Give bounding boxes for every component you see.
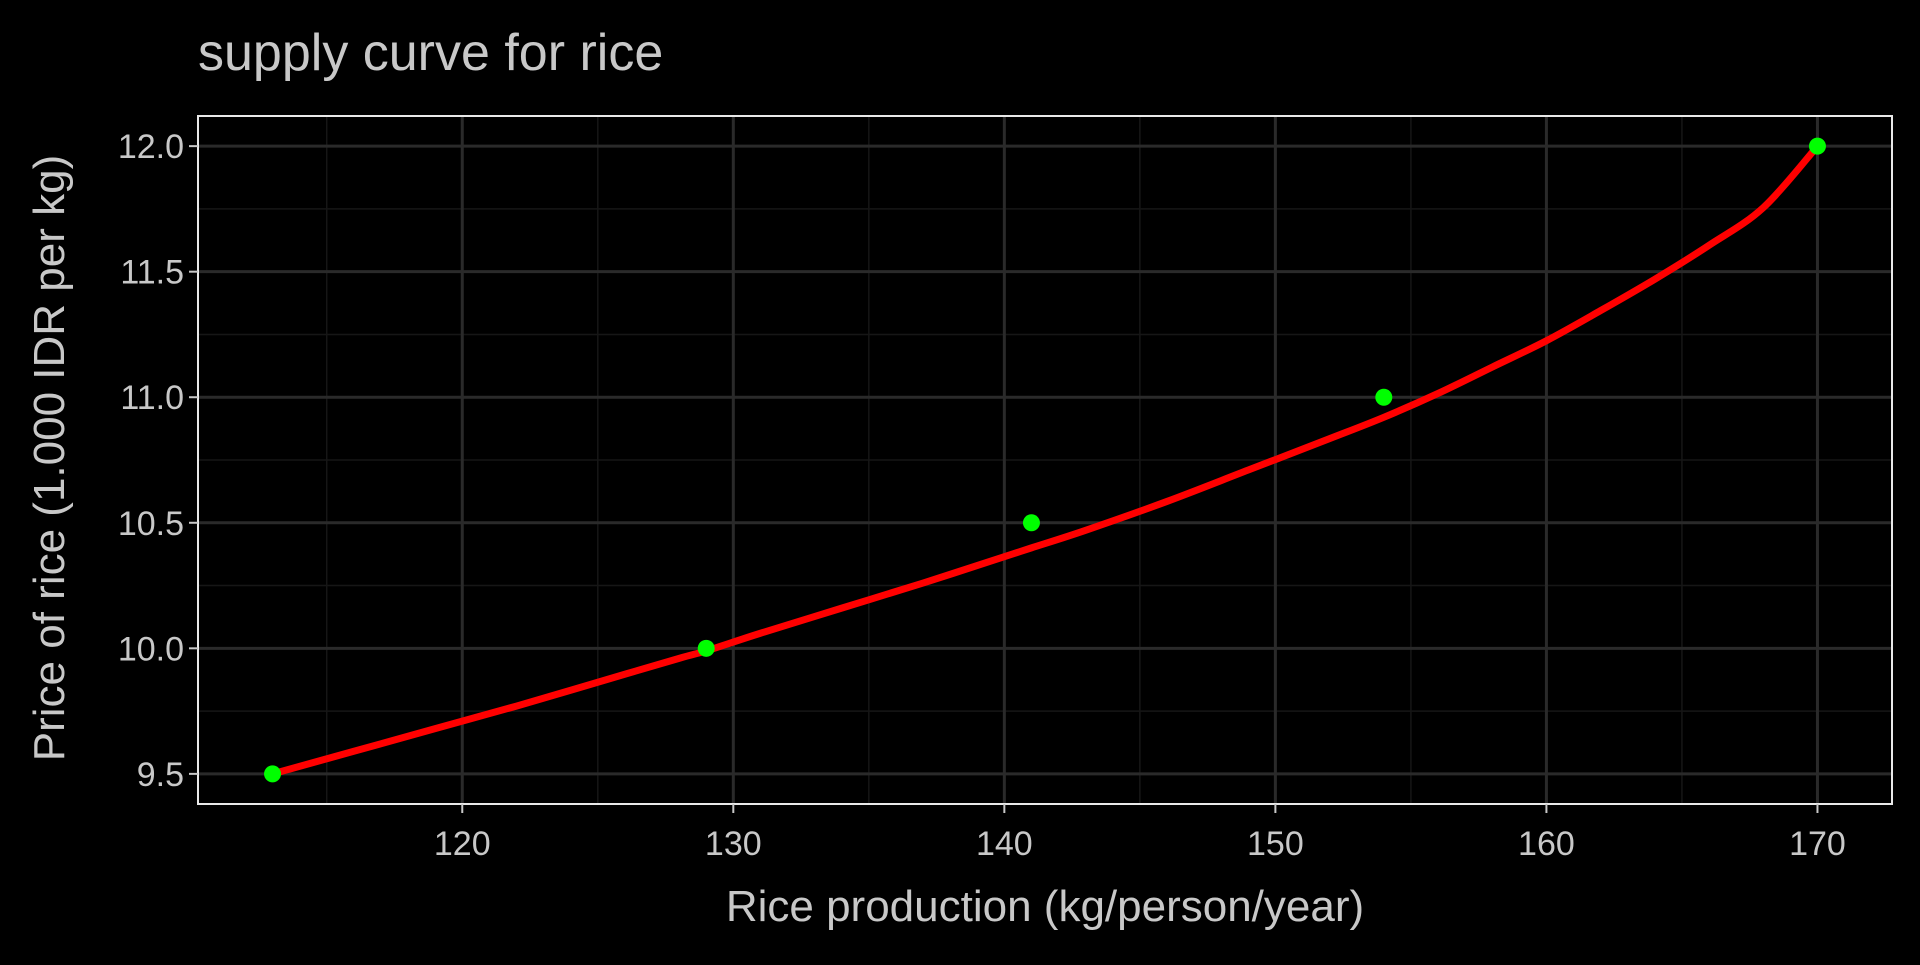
y-axis-ticks: 9.5 10.0 10.5 11.0 11.5 12.0 <box>118 128 198 794</box>
y-tick-label: 10.5 <box>118 505 184 543</box>
x-tick-label: 120 <box>434 825 491 863</box>
x-axis-ticks: 120 130 140 150 160 170 <box>434 804 1846 863</box>
x-tick-label: 160 <box>1518 825 1575 863</box>
y-tick-label: 11.0 <box>120 379 184 417</box>
panel-border <box>197 115 1893 805</box>
y-axis-label: Price of rice (1.000 IDR per kg) <box>25 155 74 761</box>
data-point <box>1375 388 1393 406</box>
data-point <box>264 765 282 783</box>
major-gridlines <box>198 116 1892 804</box>
x-tick-label: 140 <box>976 825 1033 863</box>
supply-curve-line <box>269 142 1821 778</box>
x-tick-label: 170 <box>1789 825 1846 863</box>
y-tick-label: 12.0 <box>118 128 184 166</box>
chart-title: supply curve for rice <box>198 24 663 82</box>
supply-curve-layer <box>269 142 1821 778</box>
minor-gridlines <box>198 116 1892 804</box>
data-points-layer <box>264 137 1826 783</box>
y-tick-label: 9.5 <box>137 756 184 794</box>
y-tick-label: 10.0 <box>118 630 184 668</box>
x-tick-label: 130 <box>705 825 762 863</box>
x-axis-label: Rice production (kg/person/year) <box>726 882 1364 931</box>
data-point <box>1022 514 1040 532</box>
data-point <box>1808 137 1826 155</box>
x-tick-label: 150 <box>1247 825 1304 863</box>
data-point <box>697 639 715 657</box>
y-tick-label: 11.5 <box>120 254 184 292</box>
